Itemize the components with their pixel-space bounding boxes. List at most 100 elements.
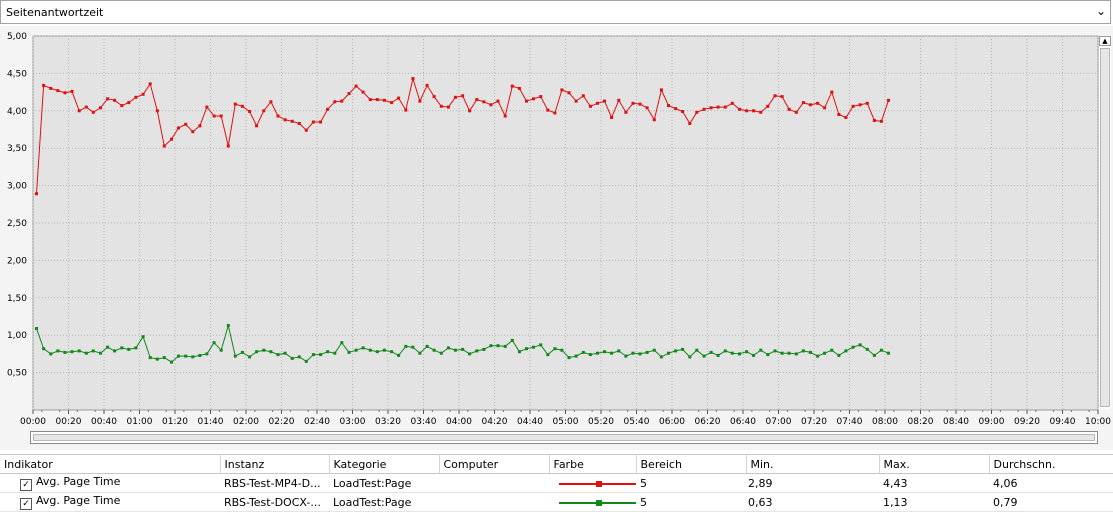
series-2-point: [382, 348, 386, 352]
x-tick-label: 03:40: [411, 417, 437, 427]
series-2-point: [716, 353, 720, 357]
series-1-point: [255, 124, 259, 128]
series-1-point: [723, 105, 727, 109]
counter-legend-table: Indikator Instanz Kategorie Computer Far…: [0, 454, 1113, 512]
series-2-point: [390, 350, 394, 354]
indikator-cell: Avg. Page Time: [36, 494, 121, 507]
series-2-point: [631, 351, 635, 355]
visibility-checkbox[interactable]: ✓: [20, 479, 32, 491]
column-header[interactable]: Farbe: [549, 454, 637, 474]
series-2-point: [354, 348, 358, 352]
series-color-swatch[interactable]: [559, 479, 636, 489]
column-header[interactable]: Min.: [746, 454, 880, 474]
visibility-checkbox[interactable]: ✓: [20, 498, 32, 510]
series-2-point: [617, 349, 621, 353]
series-2-point: [84, 351, 88, 355]
series-1-point: [439, 104, 443, 108]
series-1-point: [652, 118, 656, 122]
series-2-point: [106, 345, 110, 349]
series-1-point: [219, 114, 223, 118]
series-1-point: [830, 90, 834, 94]
series-1-point: [596, 101, 599, 105]
series-1-point: [851, 104, 855, 108]
series-color-swatch[interactable]: [559, 498, 636, 508]
column-header[interactable]: Kategorie: [329, 454, 440, 474]
series-1-point: [695, 110, 699, 114]
table-row[interactable]: ✓ Avg. Page Time RBS-Test-DOCX-... LoadTe…: [0, 492, 1113, 512]
x-tick-label: 05:00: [553, 417, 579, 427]
instanz-cell: RBS-Test-DOCX-...: [220, 492, 329, 512]
series-1-point: [730, 101, 734, 105]
series-1-point: [368, 98, 372, 102]
series-1-point: [667, 104, 670, 108]
scroll-up-arrow-icon[interactable]: ▲: [1099, 36, 1111, 46]
series-2-point: [603, 350, 606, 354]
series-1-point: [162, 144, 166, 148]
series-2-point: [546, 353, 550, 357]
x-tick-label: 09:40: [1050, 417, 1076, 427]
series-2-point: [738, 352, 741, 356]
series-1-point: [808, 103, 812, 107]
series-1-point: [56, 89, 60, 93]
column-header[interactable]: Max.: [879, 454, 990, 474]
series-2-point: [91, 349, 95, 353]
series-1-point: [766, 104, 770, 108]
series-1-point: [688, 122, 692, 125]
series-1-point: [716, 105, 720, 109]
series-2-point: [226, 324, 230, 327]
series-2-point: [496, 344, 500, 348]
series-2-point: [844, 349, 848, 353]
chart-area: 5,00 4,50 4,00 3,50 3,00 2,50 2,00 1,50 1,00 0,50…: [0, 26, 1113, 450]
y-tick-label: 4,00: [7, 107, 27, 117]
min-cell: 2,89: [748, 476, 773, 490]
series-2-point: [155, 357, 159, 361]
series-1-point: [226, 144, 230, 148]
series-1-point: [148, 82, 152, 86]
vertical-scrollbar[interactable]: ▲: [1099, 36, 1111, 409]
series-2-point: [525, 347, 528, 351]
series-1-point: [453, 95, 457, 99]
series-1-point: [887, 98, 890, 102]
column-header[interactable]: Bereich: [636, 454, 747, 474]
column-header[interactable]: Durchschn.: [989, 454, 1113, 474]
vertical-scrollbar-thumb[interactable]: [1100, 48, 1110, 407]
series-1-point: [461, 94, 465, 98]
series-1-point: [240, 104, 244, 108]
series-1-point: [333, 100, 337, 104]
series-2-point: [304, 359, 308, 363]
series-2-point: [695, 348, 699, 352]
series-2-point: [141, 335, 145, 339]
instanz-cell: RBS-Test-MP4-D...: [220, 473, 329, 493]
computer-cell: [439, 473, 549, 493]
column-header[interactable]: Instanz: [220, 454, 330, 474]
y-tick-label: 2,50: [7, 219, 27, 229]
legend-header-row: Indikator Instanz Kategorie Computer Far…: [0, 454, 1113, 474]
x-tick-label: 02:00: [233, 417, 259, 427]
series-2-point: [688, 355, 692, 359]
series-1-point: [70, 89, 74, 93]
series-1-point: [184, 122, 188, 126]
table-row[interactable]: ✓ Avg. Page Time RBS-Test-MP4-D... LoadTe…: [0, 473, 1113, 493]
chart-selector-dropdown[interactable]: Seitenantwortzeit ⌄: [0, 0, 1111, 24]
x-tick-label: 10:00: [1085, 417, 1111, 427]
horizontal-scrollbar-thumb[interactable]: [33, 434, 1095, 441]
series-2-point: [134, 346, 138, 350]
series-2-point: [468, 352, 472, 356]
series-1-point: [787, 107, 791, 111]
horizontal-scrollbar[interactable]: [30, 431, 1098, 444]
computer-cell: [439, 492, 549, 512]
x-tick-label: 00:20: [56, 417, 82, 427]
column-header[interactable]: Indikator: [0, 454, 221, 474]
series-1-point: [91, 110, 95, 114]
series-2-point: [667, 351, 670, 355]
series-2-point: [461, 347, 465, 351]
series-1-point: [84, 105, 88, 109]
chevron-down-icon[interactable]: ⌄: [1095, 4, 1106, 18]
series-2-point: [361, 346, 365, 350]
series-2-point: [567, 356, 571, 360]
column-header[interactable]: Computer: [439, 454, 550, 474]
series-2-point: [404, 344, 408, 348]
series-1-point: [645, 106, 649, 110]
series-2-point: [240, 350, 244, 354]
x-tick-label: 08:40: [943, 417, 969, 427]
